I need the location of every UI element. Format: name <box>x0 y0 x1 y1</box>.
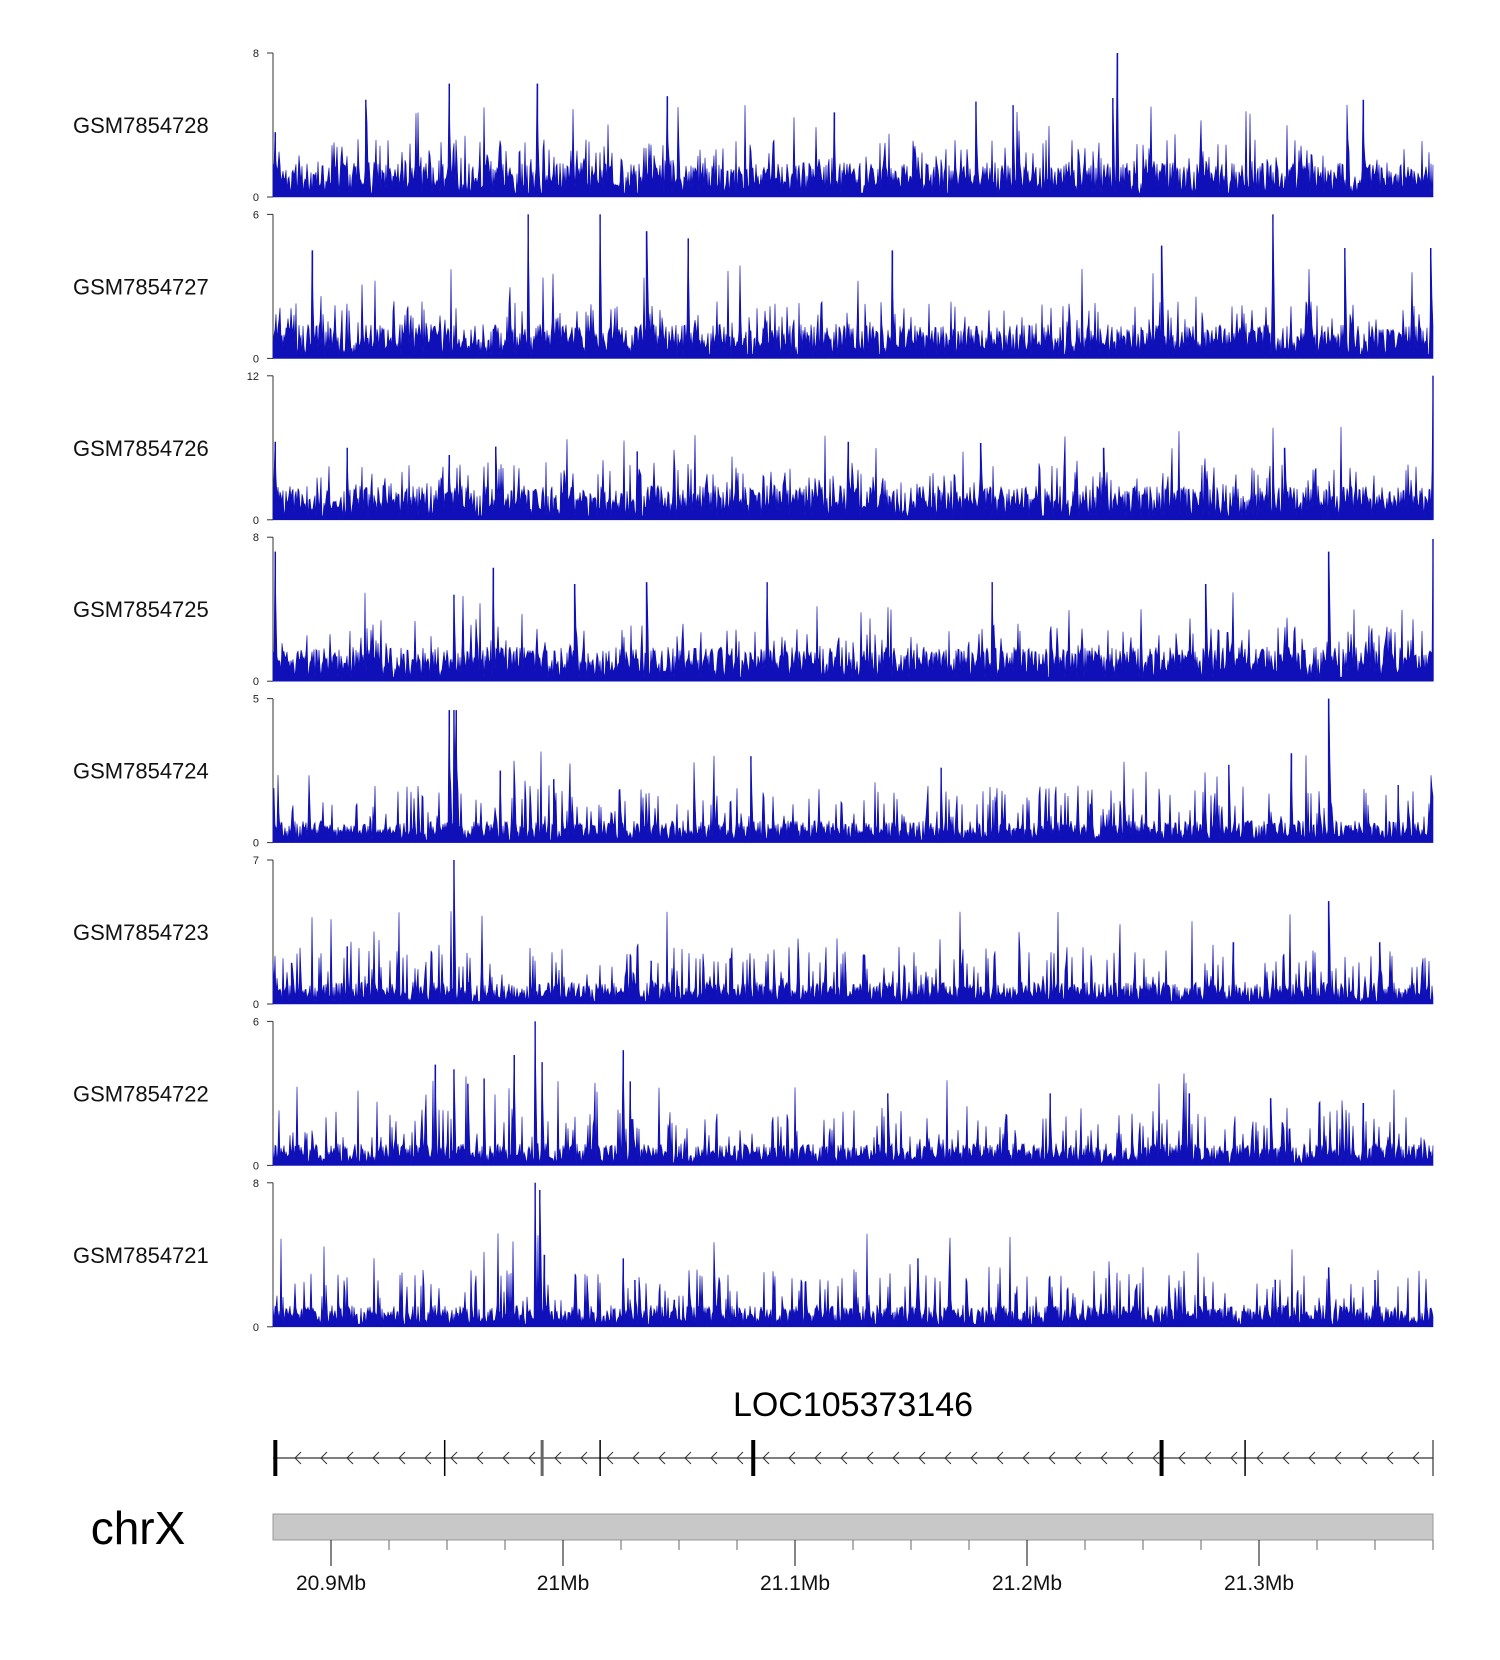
chromosome-bar <box>272 1513 1434 1541</box>
strand-chevron <box>788 1451 796 1465</box>
axis-tick-label: 21.3Mb <box>1224 1572 1294 1595</box>
chromosome-label: chrX <box>91 1502 186 1554</box>
strand-chevron <box>450 1451 458 1465</box>
strand-chevron <box>1308 1451 1316 1465</box>
strand-chevron <box>528 1451 536 1465</box>
coverage-area <box>272 375 1434 521</box>
track-label: GSM7854728 <box>73 113 209 138</box>
strand-chevron <box>1100 1451 1108 1465</box>
track-label: GSM7854722 <box>73 1081 209 1106</box>
strand-chevron <box>658 1451 666 1465</box>
strand-chevron <box>944 1451 952 1465</box>
track-label: GSM7854721 <box>73 1243 209 1268</box>
track-GSM7854722: GSM7854722 6 0 <box>73 1016 1434 1172</box>
y-tick-label-max: 8 <box>253 1178 259 1190</box>
strand-chevron <box>320 1451 328 1465</box>
strand-chevron <box>346 1451 354 1465</box>
track-label: GSM7854725 <box>73 597 209 622</box>
strand-chevron <box>1048 1451 1056 1465</box>
strand-chevron <box>632 1451 640 1465</box>
genome-axis: 20.9Mb 21Mb 21.1Mb 21.2Mb 21.3Mb <box>296 1540 1434 1595</box>
gene-model <box>273 1440 1434 1476</box>
strand-chevron <box>1152 1451 1160 1465</box>
strand-chevron <box>294 1451 302 1465</box>
strand-chevron <box>398 1451 406 1465</box>
strand-chevron <box>1204 1451 1212 1465</box>
strand-chevron <box>866 1451 874 1465</box>
strand-chevron <box>762 1451 770 1465</box>
ideogram-track: chrX 20.9Mb 21Mb 21.1Mb 21.2Mb 21.3Mb <box>91 1502 1434 1595</box>
coverage-area <box>272 698 1434 843</box>
strand-chevron <box>684 1451 692 1465</box>
strand-chevron <box>1386 1451 1394 1465</box>
strand-chevron <box>1412 1451 1420 1465</box>
y-tick-label-zero: 0 <box>253 515 259 527</box>
strand-chevron <box>580 1451 588 1465</box>
strand-chevron <box>1334 1451 1342 1465</box>
track-label: GSM7854723 <box>73 920 209 945</box>
coverage-area <box>272 1021 1434 1166</box>
y-tick-label-zero: 0 <box>253 1322 259 1334</box>
strand-chevron <box>1178 1451 1186 1465</box>
strand-chevron <box>814 1451 822 1465</box>
y-tick-label-max: 7 <box>253 855 259 867</box>
track-GSM7854728: GSM7854728 8 0 <box>73 48 1434 204</box>
strand-chevron <box>502 1451 510 1465</box>
strand-chevron <box>1230 1451 1238 1465</box>
strand-chevron <box>970 1451 978 1465</box>
y-tick-label-zero: 0 <box>253 838 259 850</box>
coverage-area <box>272 214 1434 359</box>
strand-chevron <box>1074 1451 1082 1465</box>
axis-tick-label: 20.9Mb <box>296 1572 366 1595</box>
strand-chevron <box>1282 1451 1290 1465</box>
strand-chevron <box>736 1451 744 1465</box>
track-GSM7854727: GSM7854727 6 0 <box>73 209 1434 365</box>
strand-chevron <box>840 1451 848 1465</box>
y-tick-label-zero: 0 <box>253 1160 259 1172</box>
axis-tick-label: 21.2Mb <box>992 1572 1062 1595</box>
y-tick-label-zero: 0 <box>253 999 259 1011</box>
y-tick-label-zero: 0 <box>253 192 259 204</box>
coverage-area <box>272 52 1434 198</box>
y-tick-label-max: 8 <box>253 48 259 60</box>
y-tick-label-max: 6 <box>253 209 259 221</box>
track-label: GSM7854726 <box>73 436 209 461</box>
strand-chevron <box>1360 1451 1368 1465</box>
strand-chevron <box>1256 1451 1264 1465</box>
y-tick-label-max: 5 <box>253 694 259 706</box>
y-tick-label-max: 12 <box>247 371 259 383</box>
strand-chevron <box>918 1451 926 1465</box>
track-GSM7854726: GSM7854726 12 0 <box>73 371 1434 527</box>
strand-chevron <box>1022 1451 1030 1465</box>
track-label: GSM7854724 <box>73 759 209 784</box>
strand-chevron <box>996 1451 1004 1465</box>
gene-name-label: LOC105373146 <box>733 1386 973 1424</box>
y-tick-label-max: 8 <box>253 532 259 544</box>
coverage-tracks: GSM785472880GSM785472760GSM7854726120GSM… <box>73 48 1434 1334</box>
strand-chevron <box>554 1451 562 1465</box>
strand-chevron <box>892 1451 900 1465</box>
axis-tick-label: 21Mb <box>537 1572 590 1595</box>
strand-chevron <box>372 1451 380 1465</box>
coverage-area <box>272 538 1434 682</box>
axis-tick-label: 21.1Mb <box>760 1572 830 1595</box>
track-GSM7854725: GSM7854725 8 0 <box>73 532 1434 688</box>
strand-chevron <box>476 1451 484 1465</box>
y-tick-label-zero: 0 <box>253 353 259 365</box>
gene-track: LOC105373146 <box>273 1386 1434 1476</box>
track-label: GSM7854727 <box>73 274 209 299</box>
strand-chevron <box>424 1451 432 1465</box>
y-tick-label-zero: 0 <box>253 676 259 688</box>
track-GSM7854723: GSM7854723 7 0 <box>73 855 1434 1011</box>
y-tick-label-max: 6 <box>253 1016 259 1028</box>
coverage-area <box>272 1182 1434 1328</box>
track-GSM7854724: GSM7854724 5 0 <box>73 694 1434 850</box>
track-GSM7854721: GSM7854721 8 0 <box>73 1178 1434 1334</box>
coverage-area <box>272 859 1434 1005</box>
strand-chevron <box>606 1451 614 1465</box>
strand-chevron <box>710 1451 718 1465</box>
strand-chevron <box>1126 1451 1134 1465</box>
